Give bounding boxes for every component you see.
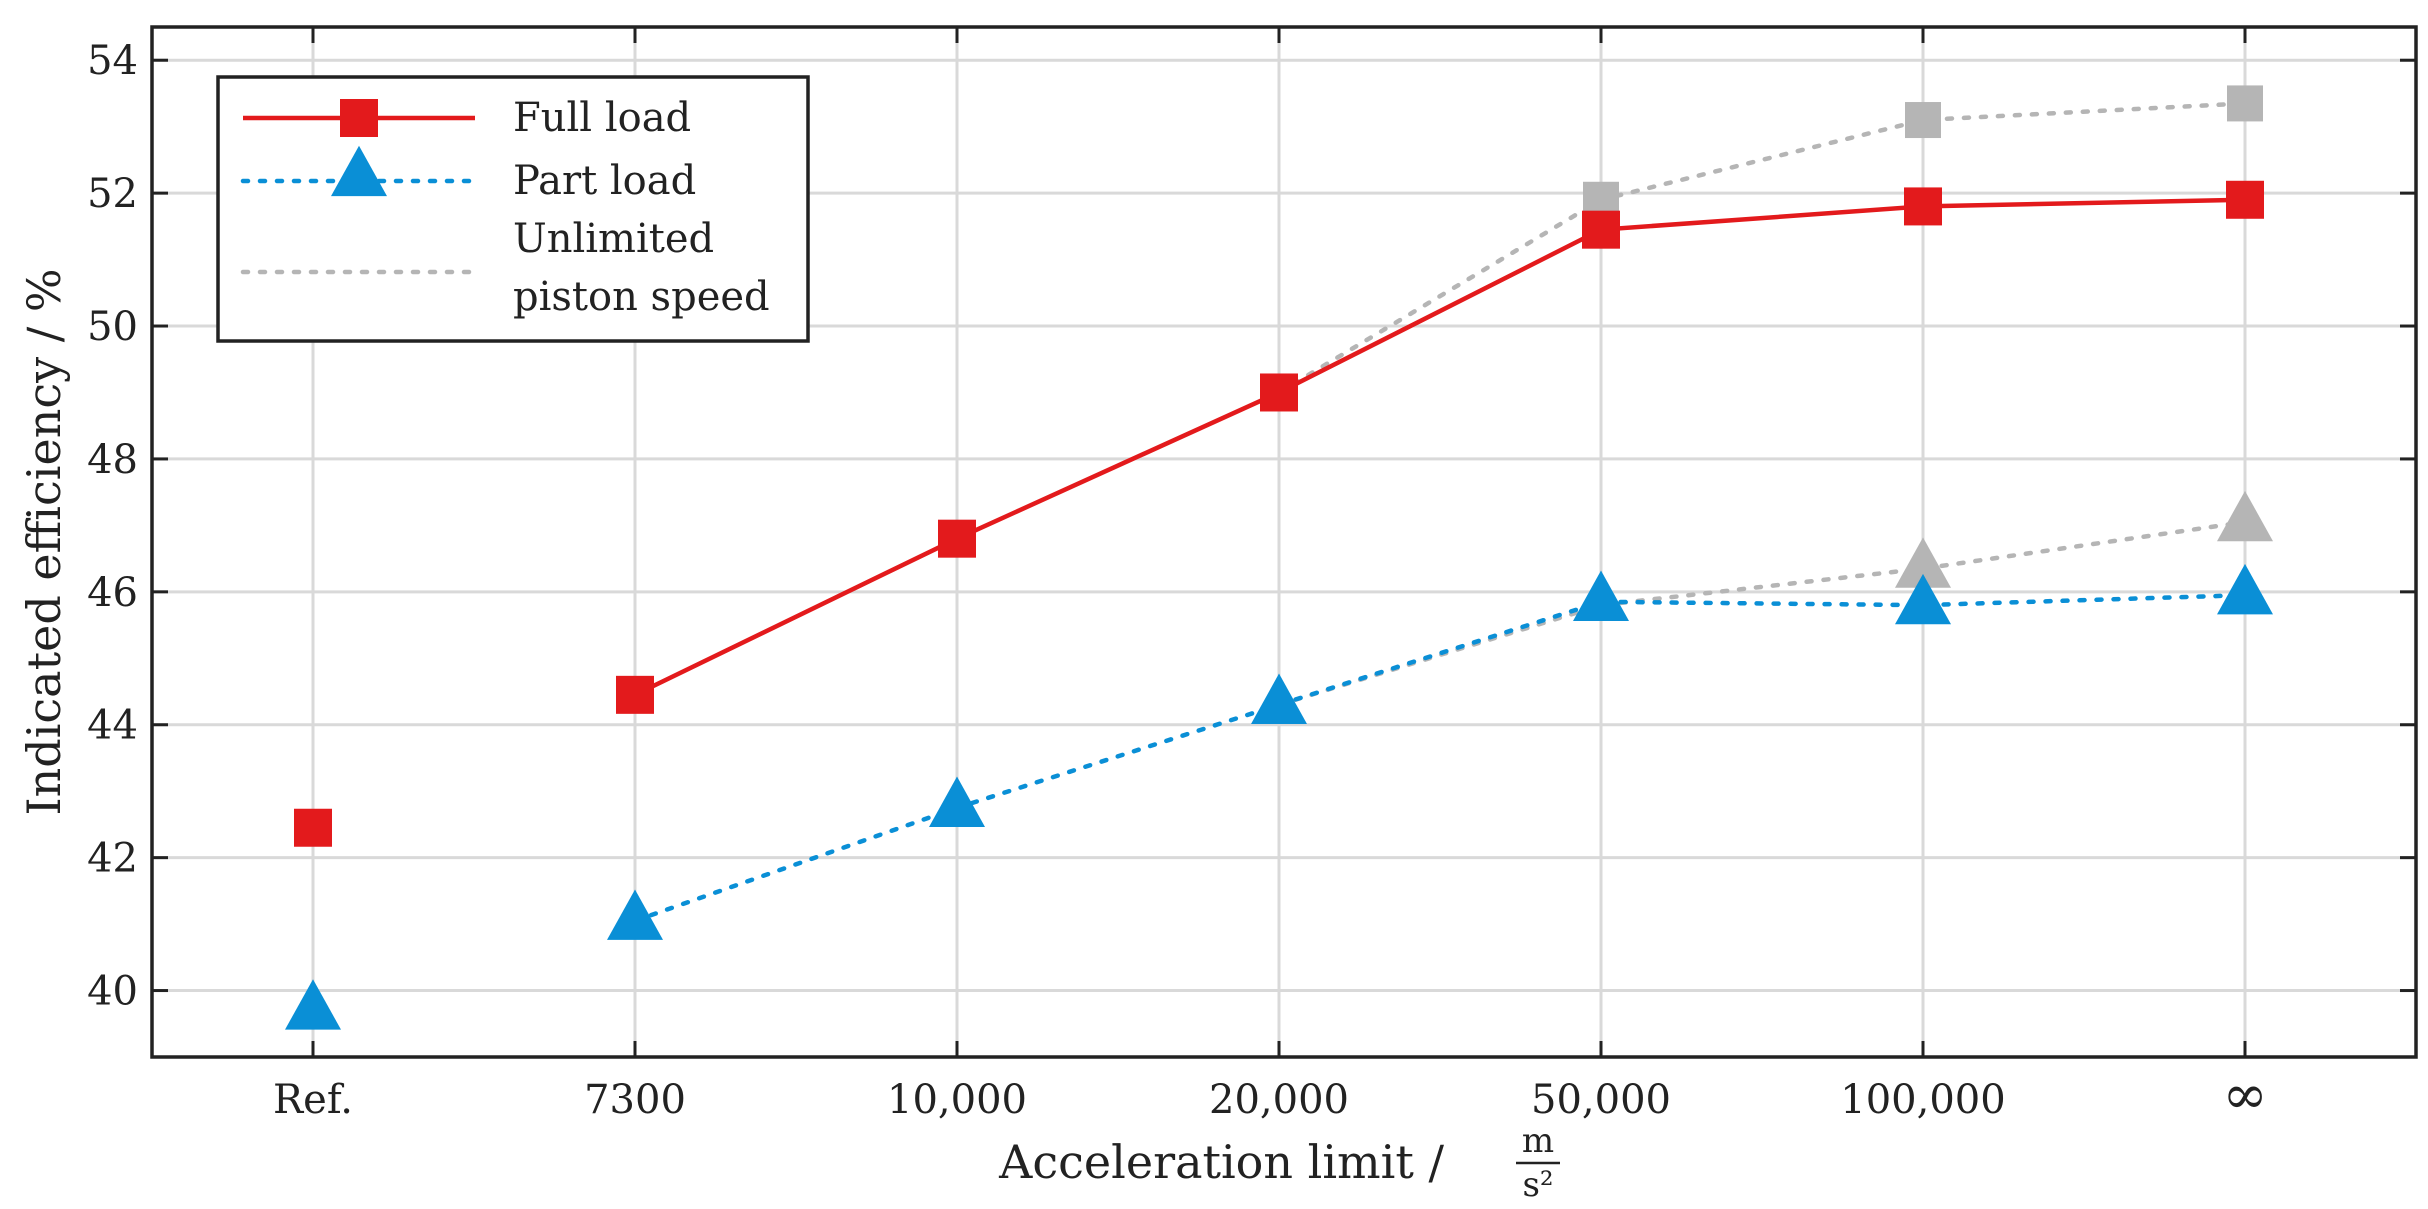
full-load-marker [1260,373,1298,412]
x-unit-denominator: s² [1522,1165,1553,1205]
y-tick-label: 46 [87,570,138,616]
unlimited-full-load-marker [1905,102,1941,139]
unlimited-part-load-marker [2217,490,2273,542]
legend: Full load Part load Unlimited piston spe… [216,75,810,343]
x-tick-label: 50,000 [1531,1077,1671,1123]
y-tick-label: 54 [87,38,138,84]
series-line-3 [1276,519,2248,708]
series-layer [285,85,2273,1030]
y-tick-label: 52 [87,171,138,217]
full-load-marker [1582,210,1620,249]
part-load-marker [2217,563,2273,615]
legend-label-unlimited-line2: piston speed [513,274,770,320]
legend-label-full-load: Full load [513,95,691,141]
part-load-marker [607,889,663,940]
part-load-marker [1251,673,1307,724]
x-tick-label: 100,000 [1840,1077,2005,1123]
full-load-marker [2226,180,2264,219]
x-tick-label: ∞ [2223,1063,2268,1126]
plot-frame [150,25,2418,1059]
x-tick-label: 7300 [584,1077,686,1123]
y-tick-label: 48 [87,437,138,483]
x-unit-numerator: m [1522,1121,1554,1161]
x-tick-label: Ref. [273,1077,353,1123]
axis-ticks: Ref. 7300 10,000 20,000 50,000 100,000 ∞ 40 42 44… [87,27,2416,1126]
y-tick-label: 42 [87,836,138,882]
full-load-marker [294,808,332,847]
unlimited-full-load-marker [2227,85,2263,122]
y-tick-label: 44 [87,703,138,749]
x-tick-label: 20,000 [1209,1077,1349,1123]
part-load-marker [1895,573,1951,625]
y-axis-label: Indicated efficiency / % [17,268,71,815]
part-load-marker [929,776,985,827]
legend-swatches [240,99,478,275]
series-line-2 [1276,101,2248,395]
x-tick-label: 10,000 [887,1077,1027,1123]
legend-swatch-square-marker [340,99,378,137]
legend-label-unlimited-line1: Unlimited [513,216,714,262]
y-tick-label: 50 [87,304,138,350]
x-axis-label: Acceleration limit / [998,1135,1444,1189]
unlimited-part-load-marker [1895,537,1951,588]
full-load-marker [938,519,976,558]
part-load-marker [285,979,341,1030]
legend-label-part-load: Part load [513,158,696,204]
grid-lines [152,27,2416,1057]
series-line-1 [632,592,2248,924]
part-load-marker [1573,570,1629,621]
full-load-marker [616,675,654,714]
y-tick-label: 40 [87,969,138,1015]
legend-swatch-triangle-marker [331,145,387,197]
series-line-0 [634,197,2246,697]
x-axis-unit: m s² [1516,1121,1560,1205]
legend-box [216,75,810,343]
full-load-marker [1904,187,1942,226]
